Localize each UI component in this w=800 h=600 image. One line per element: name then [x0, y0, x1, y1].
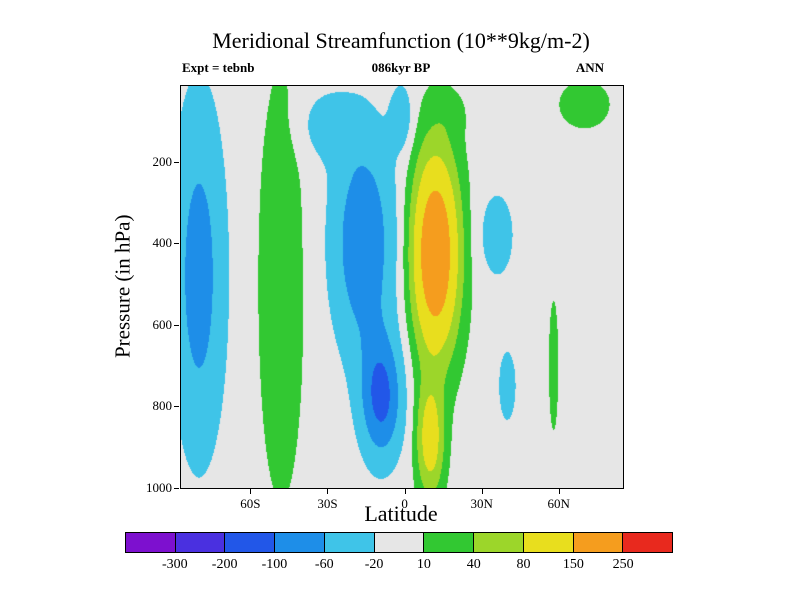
y-tick-mark	[174, 488, 179, 489]
colorbar-boundary-label: -20	[364, 557, 384, 572]
experiment-label: Expt = tebnb	[182, 60, 255, 75]
x-tick-label: 0	[401, 496, 408, 511]
x-tick-mark	[250, 489, 252, 494]
y-axis-title: Pressure (in hPa)	[110, 214, 135, 358]
y-tick-mark	[174, 243, 179, 245]
colorbar-boundary-label: 80	[516, 557, 531, 572]
y-tick-mark	[174, 161, 179, 163]
colorbar-segment	[473, 533, 523, 552]
colorbar-boundary-label: -200	[211, 557, 238, 572]
chart-title: Meridional Streamfunction (10**9kg/m-2)	[212, 28, 590, 53]
x-tick-mark	[481, 489, 483, 494]
y-tick-mark	[174, 406, 179, 408]
y-tick-label: 600	[152, 316, 173, 332]
colorbar-boundary-label: -60	[314, 557, 334, 572]
colorbar-boundary-label: -300	[161, 557, 188, 572]
colorbar-segment	[373, 533, 424, 552]
colorbar-boundary-label: 250	[612, 557, 634, 572]
y-tick-label: 1000	[146, 480, 172, 495]
x-tick-mark	[327, 489, 329, 494]
colorbar-segment	[423, 533, 474, 552]
x-axis-title: Latitude	[364, 501, 438, 526]
colorbar-boundary-label: 10	[416, 557, 431, 572]
x-tick-mark	[558, 489, 560, 494]
y-tick-label: 200	[152, 153, 173, 169]
colorbar-boundary-label: 40	[466, 557, 481, 572]
colorbar-boundary-label: 150	[562, 557, 584, 572]
colorbar-segment	[622, 533, 673, 552]
x-tick-mark	[404, 489, 406, 494]
y-tick-label: 800	[152, 398, 173, 414]
x-tick-label: 30N	[470, 496, 493, 511]
colorbar	[125, 532, 673, 553]
colorbar-boundary-label: -100	[261, 557, 288, 572]
y-tick-mark	[174, 324, 179, 326]
x-tick-label: 60S	[240, 496, 261, 511]
colorbar-segment	[126, 533, 175, 552]
y-tick-label: 400	[152, 235, 173, 251]
colorbar-segment	[274, 533, 324, 552]
time-label: 086kyr BP	[371, 60, 431, 75]
colorbar-segment	[522, 533, 573, 552]
x-tick-label: 30S	[317, 496, 338, 511]
colorbar-segment	[572, 533, 623, 552]
colorbar-segment	[224, 533, 275, 552]
x-tick-label: 60N	[547, 496, 570, 511]
plot-area	[180, 85, 624, 489]
colorbar-segment	[323, 533, 374, 552]
contour-plot-canvas	[181, 86, 623, 488]
season-label: ANN	[575, 60, 604, 75]
colorbar-segment	[174, 533, 225, 552]
